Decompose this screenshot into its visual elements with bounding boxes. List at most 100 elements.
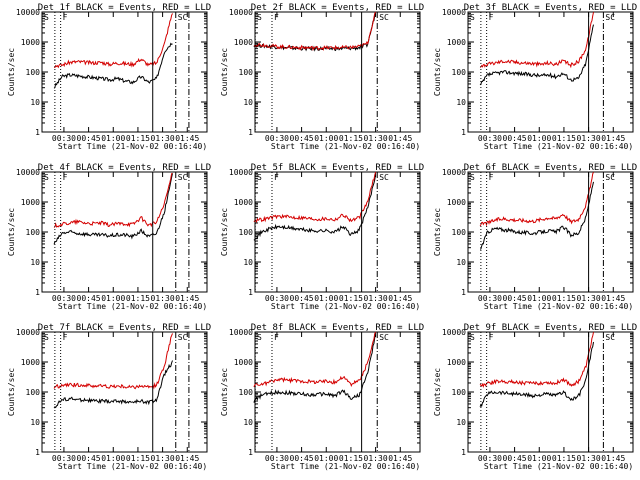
x-axis-label: Start Time (21-Nov-02 00:16:40) [58,142,207,151]
y-tick-label: 10000 [442,8,466,17]
x-tick-label: 01:15 [552,454,576,463]
x-tick-label: 01:15 [126,454,150,463]
y-tick-label: 1 [35,448,40,457]
marker-label-s: S [470,333,475,342]
y-tick-label: 1 [35,288,40,297]
x-tick-label: 01:15 [126,134,150,143]
y-tick-label: 10000 [229,328,253,337]
marker-label-sc: SC [379,333,389,342]
x-tick-label: 01:30 [364,294,388,303]
x-tick-label: 01:45 [175,294,199,303]
x-tick-label: 01:30 [364,454,388,463]
x-tick-label: 00:45 [503,134,527,143]
marker-label-f: F [63,173,68,182]
events-series-line [479,181,594,250]
x-tick-label: 01:30 [151,454,175,463]
x-tick-label: 01:30 [577,454,601,463]
x-tick-label: 00:45 [77,134,101,143]
y-axis-label: Counts/sec [220,368,229,416]
x-tick-label: 01:00 [101,454,125,463]
y-tick-label: 100 [26,228,41,237]
y-tick-label: 10 [30,258,40,267]
marker-label-f: F [274,333,279,342]
x-tick-label: 01:15 [339,294,363,303]
x-tick-label: 01:00 [314,134,338,143]
y-tick-label: 100 [452,228,467,237]
y-tick-label: 10000 [16,168,40,177]
marker-label-f: F [63,333,68,342]
subplot-4: Det 4f BLACK = Events, RED = LLD 1 10 100 10… [7,163,211,311]
x-tick-label: 01:00 [527,454,551,463]
marker-label-sc: SC [379,173,389,182]
marker-label-s: S [470,173,475,182]
y-tick-label: 10 [30,98,40,107]
subplot-9: Det 9f BLACK = Events, RED = LLD 1 10 100 10… [433,323,637,471]
subplot-title: Det 8f BLACK = Events, RED = LLD [251,323,424,333]
x-tick-label: 00:30 [265,294,289,303]
subplot-title: Det 6f BLACK = Events, RED = LLD [464,163,637,173]
lld-series-line [253,171,377,223]
y-tick-label: 10000 [442,328,466,337]
subplot-3: Det 3f BLACK = Events, RED = LLD 1 10 100 10… [433,3,637,151]
y-tick-label: 10 [243,98,253,107]
events-series-line [53,173,173,245]
y-tick-label: 10 [456,258,466,267]
x-tick-label: 01:00 [527,134,551,143]
x-tick-label: 01:30 [577,294,601,303]
y-axis-label: Counts/sec [7,368,16,416]
y-axis-label: Counts/sec [220,48,229,96]
y-tick-label: 10000 [229,8,253,17]
x-tick-label: 00:30 [265,454,289,463]
x-tick-label: 00:45 [77,294,101,303]
marker-label-s: S [257,333,262,342]
x-axis-label: Start Time (21-Nov-02 00:16:40) [484,302,633,311]
lld-series-line [479,332,594,388]
x-tick-label: 01:15 [126,294,150,303]
y-tick-label: 10000 [16,8,40,17]
subplot-8: Det 8f BLACK = Events, RED = LLD 1 10 100 10… [220,323,424,471]
x-tick-label: 00:45 [290,294,314,303]
marker-label-s: S [470,13,475,22]
y-tick-label: 1000 [447,358,466,367]
x-tick-label: 01:00 [101,294,125,303]
lld-series-line [253,331,377,388]
subplot-7: Det 7f BLACK = Events, RED = LLD 1 10 100 10… [7,323,211,471]
subplot-title: Det 9f BLACK = Events, RED = LLD [464,323,637,333]
y-tick-label: 1000 [21,198,40,207]
y-tick-label: 10 [456,418,466,427]
y-tick-label: 100 [26,388,41,397]
x-tick-label: 00:30 [52,134,76,143]
x-axis-label: Start Time (21-Nov-02 00:16:40) [271,142,420,151]
x-tick-label: 01:45 [388,134,412,143]
y-tick-label: 100 [26,68,41,77]
events-series-line [479,24,594,86]
x-tick-label: 01:15 [552,294,576,303]
y-tick-label: 10000 [442,168,466,177]
x-tick-label: 00:30 [478,294,502,303]
x-tick-label: 00:45 [77,454,101,463]
y-tick-label: 1000 [447,38,466,47]
events-series-line [253,11,377,52]
y-tick-label: 1 [248,288,253,297]
marker-label-sc: SC [178,13,188,22]
marker-label-sc: SC [178,333,188,342]
subplot-1: Det 1f BLACK = Events, RED = LLD 1 10 100 10… [7,3,211,151]
y-tick-label: 10 [456,98,466,107]
x-axis-label: Start Time (21-Nov-02 00:16:40) [484,142,633,151]
y-tick-label: 100 [452,388,467,397]
plot-frame [41,11,208,133]
y-tick-label: 10 [243,418,253,427]
y-tick-label: 10000 [16,328,40,337]
marker-label-s: S [44,333,49,342]
lld-series-line [53,13,173,69]
marker-label-sc: SC [178,173,188,182]
marker-label-f: F [489,13,494,22]
x-tick-label: 00:45 [503,294,527,303]
y-tick-label: 10 [30,418,40,427]
x-tick-label: 01:15 [552,134,576,143]
subplot-2: Det 2f BLACK = Events, RED = LLD 1 10 100 10… [220,3,424,151]
x-tick-label: 01:30 [577,134,601,143]
y-tick-label: 1000 [21,38,40,47]
y-axis-label: Counts/sec [7,48,16,96]
lld-series-line [479,12,594,69]
